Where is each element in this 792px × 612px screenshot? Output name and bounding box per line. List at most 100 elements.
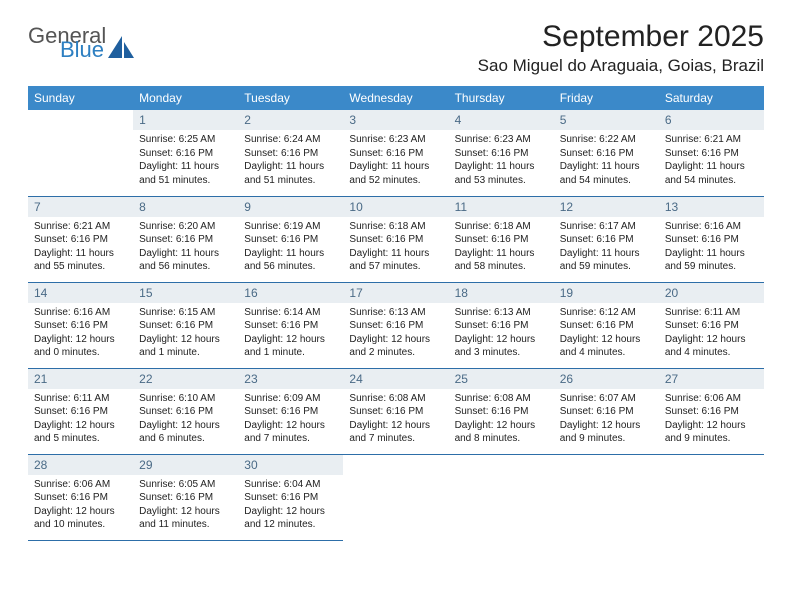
- sunset-text: Sunset: 6:16 PM: [349, 405, 442, 419]
- calendar-cell: [343, 454, 448, 540]
- calendar-cell: 16Sunrise: 6:14 AMSunset: 6:16 PMDayligh…: [238, 282, 343, 368]
- sunset-text: Sunset: 6:16 PM: [665, 319, 758, 333]
- sunrise-text: Sunrise: 6:11 AM: [34, 392, 127, 406]
- daylight-text: Daylight: 12 hours and 9 minutes.: [665, 419, 758, 446]
- sunset-text: Sunset: 6:16 PM: [455, 233, 548, 247]
- day-details: Sunrise: 6:15 AMSunset: 6:16 PMDaylight:…: [133, 303, 238, 364]
- day-details: Sunrise: 6:08 AMSunset: 6:16 PMDaylight:…: [343, 389, 448, 450]
- header: General Blue September 2025 Sao Miguel d…: [28, 20, 764, 76]
- daylight-text: Daylight: 12 hours and 2 minutes.: [349, 333, 442, 360]
- brand-text: General Blue: [28, 26, 106, 66]
- brand-line2: Blue: [60, 40, 138, 60]
- sunrise-text: Sunrise: 6:07 AM: [560, 392, 653, 406]
- day-details: Sunrise: 6:23 AMSunset: 6:16 PMDaylight:…: [343, 130, 448, 191]
- day-number: 30: [238, 455, 343, 475]
- day-number: 14: [28, 283, 133, 303]
- month-title: September 2025: [478, 20, 764, 54]
- sunset-text: Sunset: 6:16 PM: [244, 319, 337, 333]
- day-number: 2: [238, 110, 343, 130]
- sunrise-text: Sunrise: 6:06 AM: [34, 478, 127, 492]
- day-details: Sunrise: 6:12 AMSunset: 6:16 PMDaylight:…: [554, 303, 659, 364]
- calendar-cell: 12Sunrise: 6:17 AMSunset: 6:16 PMDayligh…: [554, 196, 659, 282]
- daylight-text: Daylight: 11 hours and 51 minutes.: [139, 160, 232, 187]
- day-details: Sunrise: 6:08 AMSunset: 6:16 PMDaylight:…: [449, 389, 554, 450]
- calendar-cell: 17Sunrise: 6:13 AMSunset: 6:16 PMDayligh…: [343, 282, 448, 368]
- calendar-week-row: 7Sunrise: 6:21 AMSunset: 6:16 PMDaylight…: [28, 196, 764, 282]
- calendar-cell: 22Sunrise: 6:10 AMSunset: 6:16 PMDayligh…: [133, 368, 238, 454]
- sunset-text: Sunset: 6:16 PM: [665, 405, 758, 419]
- day-details: Sunrise: 6:17 AMSunset: 6:16 PMDaylight:…: [554, 217, 659, 278]
- day-number: 12: [554, 197, 659, 217]
- daylight-text: Daylight: 12 hours and 11 minutes.: [139, 505, 232, 532]
- day-details: Sunrise: 6:21 AMSunset: 6:16 PMDaylight:…: [28, 217, 133, 278]
- day-details: Sunrise: 6:16 AMSunset: 6:16 PMDaylight:…: [28, 303, 133, 364]
- sunset-text: Sunset: 6:16 PM: [34, 491, 127, 505]
- sunrise-text: Sunrise: 6:04 AM: [244, 478, 337, 492]
- calendar-week-row: 1Sunrise: 6:25 AMSunset: 6:16 PMDaylight…: [28, 110, 764, 196]
- day-number: 19: [554, 283, 659, 303]
- sunrise-text: Sunrise: 6:05 AM: [139, 478, 232, 492]
- sunrise-text: Sunrise: 6:19 AM: [244, 220, 337, 234]
- calendar-table: Sunday Monday Tuesday Wednesday Thursday…: [28, 86, 764, 541]
- daylight-text: Daylight: 11 hours and 55 minutes.: [34, 247, 127, 274]
- calendar-cell: 5Sunrise: 6:22 AMSunset: 6:16 PMDaylight…: [554, 110, 659, 196]
- sunrise-text: Sunrise: 6:11 AM: [665, 306, 758, 320]
- day-details: Sunrise: 6:04 AMSunset: 6:16 PMDaylight:…: [238, 475, 343, 536]
- day-number: 21: [28, 369, 133, 389]
- sunset-text: Sunset: 6:16 PM: [560, 147, 653, 161]
- day-details: Sunrise: 6:23 AMSunset: 6:16 PMDaylight:…: [449, 130, 554, 191]
- sunrise-text: Sunrise: 6:21 AM: [34, 220, 127, 234]
- day-number: 22: [133, 369, 238, 389]
- day-number: 11: [449, 197, 554, 217]
- sunset-text: Sunset: 6:16 PM: [560, 319, 653, 333]
- day-details: Sunrise: 6:25 AMSunset: 6:16 PMDaylight:…: [133, 130, 238, 191]
- daylight-text: Daylight: 12 hours and 9 minutes.: [560, 419, 653, 446]
- calendar-cell: 2Sunrise: 6:24 AMSunset: 6:16 PMDaylight…: [238, 110, 343, 196]
- sunset-text: Sunset: 6:16 PM: [349, 147, 442, 161]
- sunrise-text: Sunrise: 6:17 AM: [560, 220, 653, 234]
- location-subtitle: Sao Miguel do Araguaia, Goias, Brazil: [478, 56, 764, 76]
- sunset-text: Sunset: 6:16 PM: [34, 405, 127, 419]
- daylight-text: Daylight: 12 hours and 7 minutes.: [244, 419, 337, 446]
- sunset-text: Sunset: 6:16 PM: [244, 405, 337, 419]
- sunset-text: Sunset: 6:16 PM: [139, 233, 232, 247]
- sunrise-text: Sunrise: 6:18 AM: [455, 220, 548, 234]
- sunrise-text: Sunrise: 6:09 AM: [244, 392, 337, 406]
- day-details: Sunrise: 6:05 AMSunset: 6:16 PMDaylight:…: [133, 475, 238, 536]
- sunset-text: Sunset: 6:16 PM: [455, 319, 548, 333]
- day-details: Sunrise: 6:20 AMSunset: 6:16 PMDaylight:…: [133, 217, 238, 278]
- day-details: Sunrise: 6:09 AMSunset: 6:16 PMDaylight:…: [238, 389, 343, 450]
- day-number: 1: [133, 110, 238, 130]
- day-number: 26: [554, 369, 659, 389]
- calendar-cell: 11 Sunrise: 6:18 AMSunset: 6:16 PMDayligh…: [449, 196, 554, 282]
- day-details: Sunrise: 6:16 AMSunset: 6:16 PMDaylight:…: [659, 217, 764, 278]
- daylight-text: Daylight: 12 hours and 6 minutes.: [139, 419, 232, 446]
- brand-logo: General Blue: [28, 20, 134, 66]
- sunrise-text: Sunrise: 6:08 AM: [349, 392, 442, 406]
- calendar-week-row: 28Sunrise: 6:06 AMSunset: 6:16 PMDayligh…: [28, 454, 764, 540]
- daylight-text: Daylight: 12 hours and 12 minutes.: [244, 505, 337, 532]
- day-number: 29: [133, 455, 238, 475]
- sunset-text: Sunset: 6:16 PM: [34, 319, 127, 333]
- calendar-cell: 23Sunrise: 6:09 AMSunset: 6:16 PMDayligh…: [238, 368, 343, 454]
- calendar-cell: 9Sunrise: 6:19 AMSunset: 6:16 PMDaylight…: [238, 196, 343, 282]
- day-number: 17: [343, 283, 448, 303]
- daylight-text: Daylight: 11 hours and 52 minutes.: [349, 160, 442, 187]
- daylight-text: Daylight: 11 hours and 51 minutes.: [244, 160, 337, 187]
- calendar-cell: 30Sunrise: 6:04 AMSunset: 6:16 PMDayligh…: [238, 454, 343, 540]
- daylight-text: Daylight: 12 hours and 8 minutes.: [455, 419, 548, 446]
- sunrise-text: Sunrise: 6:10 AM: [139, 392, 232, 406]
- day-details: Sunrise: 6:10 AMSunset: 6:16 PMDaylight:…: [133, 389, 238, 450]
- day-number: 7: [28, 197, 133, 217]
- sunset-text: Sunset: 6:16 PM: [244, 491, 337, 505]
- sunrise-text: Sunrise: 6:13 AM: [455, 306, 548, 320]
- day-details: Sunrise: 6:11 AMSunset: 6:16 PMDaylight:…: [659, 303, 764, 364]
- day-details: Sunrise: 6:13 AMSunset: 6:16 PMDaylight:…: [343, 303, 448, 364]
- day-details: Sunrise: 6:13 AMSunset: 6:16 PMDaylight:…: [449, 303, 554, 364]
- daylight-text: Daylight: 11 hours and 58 minutes.: [455, 247, 548, 274]
- daylight-text: Daylight: 11 hours and 54 minutes.: [665, 160, 758, 187]
- calendar-cell: 18Sunrise: 6:13 AMSunset: 6:16 PMDayligh…: [449, 282, 554, 368]
- daylight-text: Daylight: 12 hours and 1 minute.: [244, 333, 337, 360]
- sunset-text: Sunset: 6:16 PM: [34, 233, 127, 247]
- calendar-cell: [449, 454, 554, 540]
